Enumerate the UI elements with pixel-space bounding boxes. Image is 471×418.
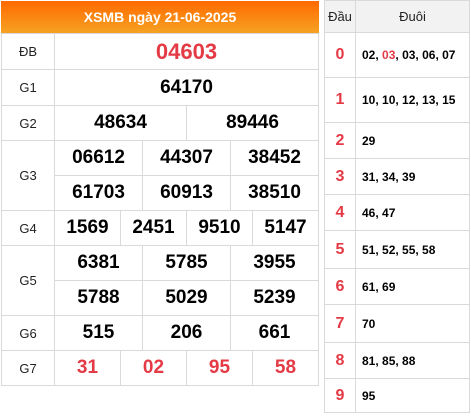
tail-list-0: 02, 03, 03, 06, 07: [355, 32, 470, 78]
table-row: 5 51, 52, 55, 58: [324, 230, 470, 269]
prize-label: G2: [1, 105, 55, 141]
prize-number: 5785: [142, 245, 231, 281]
tail-list: 70: [355, 304, 470, 343]
table-row: 0 02, 03, 03, 06, 07: [324, 32, 470, 78]
heads-header-row: Đầu Đuôi: [324, 0, 470, 33]
prize-number: 6381: [54, 245, 143, 281]
tail-value: 03: [402, 48, 416, 62]
table-row: 3 31, 34, 39: [324, 158, 470, 195]
heads-table: Đầu Đuôi 0 02, 03, 03, 06, 07 1 10, 10, …: [324, 0, 470, 413]
prize-number: 9510: [186, 210, 253, 246]
prize-number: 61703: [54, 175, 143, 211]
table-row: 8 81, 85, 88: [324, 342, 470, 379]
prize-number: 5147: [252, 210, 319, 246]
prize-label: G6: [1, 315, 55, 351]
head-digit: 9: [324, 378, 356, 413]
tail-list: 81, 85, 88: [355, 342, 470, 379]
prize-number: 515: [54, 315, 143, 351]
table-row: G5 6381 5785 3955: [1, 245, 319, 316]
table-row: 2 29: [324, 122, 470, 159]
head-digit: 1: [324, 77, 356, 123]
prize-label: G4: [1, 210, 55, 246]
prize-number: 206: [142, 315, 231, 351]
head-digit: 7: [324, 304, 356, 343]
prize-number: 2451: [120, 210, 187, 246]
table-row: 9 95: [324, 378, 470, 413]
prize-number: 5239: [230, 280, 319, 316]
head-digit: 6: [324, 268, 356, 305]
tail-value: 03: [382, 48, 396, 62]
table-row: G6 515 206 661: [1, 315, 319, 351]
tail-value: 07: [442, 48, 456, 62]
prize-number: 38452: [230, 140, 319, 176]
table-row: 61703 60913 38510: [2, 175, 319, 211]
prize-number: 5788: [54, 280, 143, 316]
head-digit: 8: [324, 342, 356, 379]
col-duoi-header: Đuôi: [355, 0, 470, 33]
head-digit: 2: [324, 122, 356, 159]
table-row: 5788 5029 5239: [2, 280, 319, 316]
prize-number: 661: [230, 315, 319, 351]
prize-number: 3955: [230, 245, 319, 281]
results-table: ĐB 04603 G1 64170 G2 48634 89446 G3 0661…: [1, 33, 319, 386]
tail-list: 31, 34, 39: [355, 158, 470, 195]
prize-number: 44307: [142, 140, 231, 176]
table-row: G4 1569 2451 9510 5147: [1, 210, 319, 246]
table-row: 4 46, 47: [324, 194, 470, 231]
tail-list: 51, 52, 55, 58: [355, 230, 470, 269]
prize-number: 38510: [230, 175, 319, 211]
prize-number: 31: [54, 350, 121, 386]
results-panel: XSMB ngày 21-06-2025 ĐB 04603 G1 64170 G…: [1, 1, 319, 386]
tail-list: 95: [355, 378, 470, 413]
col-dau-header: Đầu: [324, 0, 356, 33]
prize-label: G5: [1, 245, 55, 316]
prize-number: 1569: [54, 210, 121, 246]
prize-number: 64170: [54, 69, 319, 106]
prize-number: 95: [186, 350, 253, 386]
tail-value: 06: [422, 48, 436, 62]
prize-number: 60913: [142, 175, 231, 211]
prize-number: 06612: [54, 140, 143, 176]
prize-number: 58: [252, 350, 319, 386]
table-row: 6 61, 69: [324, 268, 470, 305]
table-row: G2 48634 89446: [1, 105, 319, 141]
head-digit: 0: [324, 32, 356, 78]
table-row: G7 31 02 95 58: [1, 350, 319, 386]
head-digit: 3: [324, 158, 356, 195]
prize-label: G1: [1, 69, 55, 106]
table-row: ĐB 04603: [1, 33, 319, 70]
table-row: 7 70: [324, 304, 470, 343]
tail-list: 10, 10, 12, 13, 15: [355, 77, 470, 123]
prize-label: ĐB: [1, 33, 55, 70]
heads-panel: Đầu Đuôi 0 02, 03, 03, 06, 07 1 10, 10, …: [324, 0, 470, 418]
prize-number: 89446: [186, 105, 319, 141]
tail-list: 46, 47: [355, 194, 470, 231]
tail-list: 29: [355, 122, 470, 159]
prize-number: 5029: [142, 280, 231, 316]
prize-label: G3: [1, 140, 55, 211]
head-digit: 4: [324, 194, 356, 231]
prize-db-number: 04603: [54, 33, 319, 70]
table-row: G1 64170: [1, 69, 319, 106]
table-row: 1 10, 10, 12, 13, 15: [324, 77, 470, 123]
prize-number: 48634: [54, 105, 187, 141]
prize-label: G7: [1, 350, 55, 386]
tail-value: 02: [362, 48, 376, 62]
results-header: XSMB ngày 21-06-2025: [1, 1, 319, 33]
head-digit: 5: [324, 230, 356, 269]
table-row: G3 06612 44307 38452: [1, 140, 319, 211]
prize-number: 02: [120, 350, 187, 386]
tail-list: 61, 69: [355, 268, 470, 305]
